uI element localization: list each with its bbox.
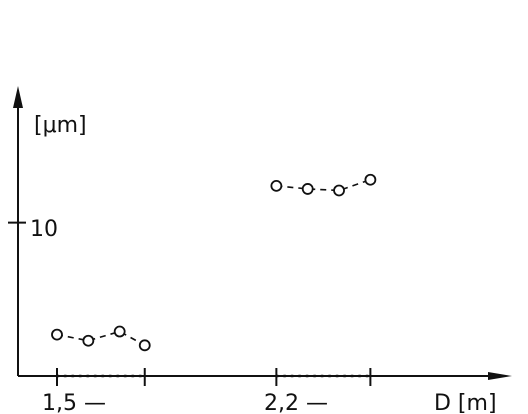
series-1-point-0: [270, 179, 283, 192]
series-0-point-0: [51, 328, 63, 341]
x-label-middle: 2,2 —: [264, 391, 328, 414]
series-1-point-2: [333, 184, 345, 197]
series-0-line: [56, 330, 146, 347]
series-1-point-3: [364, 173, 377, 186]
series-1-line: [276, 178, 371, 192]
y-axis-arrowhead: [13, 86, 23, 108]
y-axis-label: [μm]: [34, 113, 87, 138]
series-1-point-1: [301, 183, 314, 195]
x-axis-label: D [m]: [434, 391, 497, 414]
series-0-point-1: [82, 334, 95, 347]
axes: [8, 86, 512, 386]
y-tick-label-10: 10: [30, 217, 58, 242]
series-0-point-2: [113, 325, 126, 338]
series-0-point-3: [138, 339, 151, 352]
chart-marks: [51, 173, 377, 352]
x-label-start: 1,5 —: [42, 391, 106, 414]
x-axis-arrowhead: [488, 372, 512, 380]
